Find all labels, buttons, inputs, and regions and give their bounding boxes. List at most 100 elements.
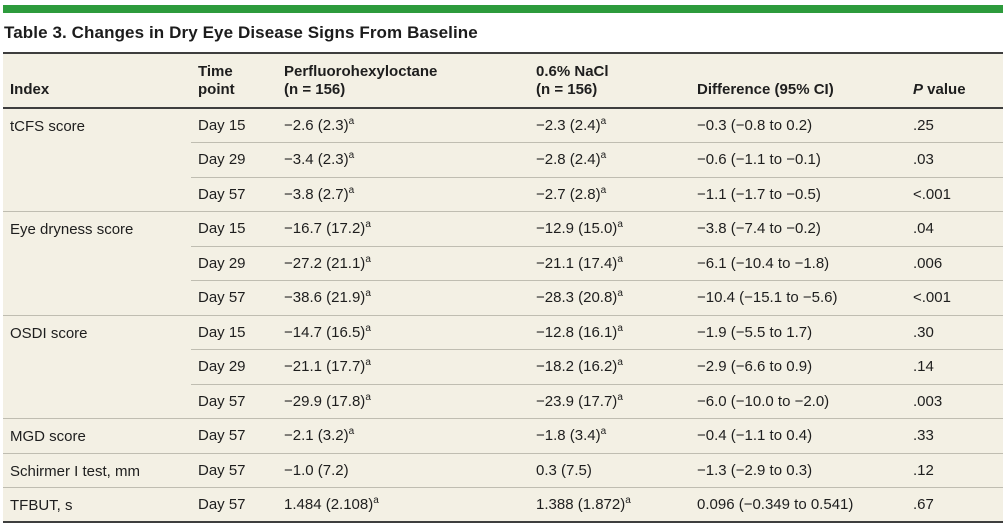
table-row: OSDI score Day 15 −14.7 (16.5)a −12.8 (16.1…	[3, 314, 1003, 419]
index-cell: tCFS score	[3, 107, 191, 212]
p-value-cell: .006	[906, 245, 1003, 281]
footnote-marker: a	[348, 116, 355, 127]
footnote-marker: a	[365, 288, 371, 300]
table-row: Eye dryness score Day 15 −16.7 (17.2)a −12.…	[3, 211, 1003, 315]
nacl-value-cell: 1.388 (1.872)a	[529, 487, 690, 522]
index-cell: TFBUT, s	[3, 487, 191, 522]
footnote-marker: a	[600, 150, 607, 162]
footnote-marker: a	[617, 391, 623, 403]
p-value-cell: .04	[906, 211, 1003, 246]
p-value-cell: .67	[906, 487, 1003, 522]
column-header-time-point: Time point	[191, 53, 277, 109]
time-point-cell: Day 29	[191, 349, 277, 384]
footnote-marker: a	[617, 357, 623, 369]
difference-cell: −0.4 (−1.1 to 0.4)	[690, 418, 906, 453]
difference-cell: −10.4 (−15.1 to −5.6)	[690, 280, 906, 315]
difference-cell: −1.3 (−2.9 to 0.3)	[690, 452, 906, 488]
nacl-value-cell: −2.7 (2.8)a	[529, 176, 690, 212]
nacl-value-cell: −18.2 (16.2)a	[529, 349, 690, 384]
p-value-cell: .12	[906, 452, 1003, 488]
footnote-marker: a	[600, 116, 607, 127]
p-value-cell: .33	[906, 418, 1003, 453]
p-value-cell: <.001	[906, 176, 1003, 212]
table-row: Day 29 −27.2 (21.1)a −21.1 (17.4)a −6.1 (−1…	[3, 245, 1003, 281]
nacl-value-cell: −23.9 (17.7)a	[529, 383, 690, 419]
time-point-cell: Day 15	[191, 211, 277, 246]
column-header-nacl: 0.6% NaCl (n = 156)	[529, 53, 690, 109]
time-point-cell: Day 15	[191, 314, 277, 350]
p-value-cell: <.001	[906, 280, 1003, 315]
table-body: tCFS score Day 15 −2.6 (2.3)a −2.3 (2.4)a −0…	[3, 107, 1003, 522]
difference-cell: −1.1 (−1.7 to −0.5)	[690, 176, 906, 212]
table-title: Table 3. Changes in Dry Eye Disease Sign…	[4, 23, 478, 42]
footnote-marker: a	[365, 391, 371, 403]
pfho-value-cell: −3.4 (2.3)a	[277, 142, 529, 177]
nacl-value-cell: −2.8 (2.4)a	[529, 142, 690, 177]
index-cell: OSDI score	[3, 314, 191, 419]
nacl-value-cell: −2.3 (2.4)a	[529, 107, 690, 143]
table-header: Index Time point Perfluorohexyloctane (n = 1…	[3, 53, 1003, 109]
time-point-cell: Day 29	[191, 142, 277, 177]
difference-cell: −0.6 (−1.1 to −0.1)	[690, 142, 906, 177]
footnote-marker: a	[600, 184, 607, 196]
p-value-cell: .25	[906, 107, 1003, 143]
footnote-marker: a	[348, 150, 355, 162]
index-cell: Schirmer I test, mm	[3, 452, 191, 488]
pfho-value-cell: −21.1 (17.7)a	[277, 349, 529, 384]
column-header-index: Index	[3, 53, 191, 109]
footnote-marker: a	[617, 288, 623, 300]
time-point-cell: Day 57	[191, 487, 277, 522]
difference-cell: −1.9 (−5.5 to 1.7)	[690, 314, 906, 350]
footnote-marker: a	[365, 253, 371, 265]
footnote-marker: a	[365, 357, 371, 369]
difference-cell: −2.9 (−6.6 to 0.9)	[690, 349, 906, 384]
time-point-cell: Day 29	[191, 245, 277, 281]
time-point-cell: Day 57	[191, 176, 277, 212]
accent-bar	[3, 5, 1003, 13]
table-row: Schirmer I test, mm Day 57 −1.0 (7.2) 0.3 (…	[3, 452, 1003, 488]
pfho-value-cell: −3.8 (2.7)a	[277, 176, 529, 212]
footnote-marker: a	[373, 495, 379, 506]
index-cell: Eye dryness score	[3, 211, 191, 315]
pfho-value-cell: −29.9 (17.8)a	[277, 383, 529, 419]
time-point-cell: Day 57	[191, 383, 277, 419]
nacl-value-cell: −12.8 (16.1)a	[529, 314, 690, 350]
table-row: Day 29 −21.1 (17.7)a −18.2 (16.2)a −2.9 (−6…	[3, 349, 1003, 384]
p-value-cell: .03	[906, 142, 1003, 177]
pfho-value-cell: −16.7 (17.2)a	[277, 211, 529, 246]
difference-cell: −0.3 (−0.8 to 0.2)	[690, 107, 906, 143]
p-value-cell: .003	[906, 383, 1003, 419]
time-point-cell: Day 15	[191, 107, 277, 143]
pfho-value-cell: −38.6 (21.9)a	[277, 280, 529, 315]
table-row: MGD score Day 57 −2.1 (3.2)a −1.8 (3.4)a −0.…	[3, 418, 1003, 453]
footnote-marker: a	[600, 426, 607, 438]
p-value-cell: .30	[906, 314, 1003, 350]
time-point-cell: Day 57	[191, 452, 277, 488]
header-row: Index Time point Perfluorohexyloctane (n = 1…	[3, 53, 1003, 109]
nacl-value-cell: −1.8 (3.4)a	[529, 418, 690, 453]
table-row: Day 29 −3.4 (2.3)a −2.8 (2.4)a −0.6 (−1.1 t…	[3, 142, 1003, 177]
footnote-marker: a	[348, 184, 355, 196]
index-cell: MGD score	[3, 418, 191, 453]
p-value-cell: .14	[906, 349, 1003, 384]
table-row: TFBUT, s Day 57 1.484 (2.108)a 1.388 (1.872…	[3, 487, 1003, 522]
footnote-marker: a	[617, 219, 623, 231]
table-row: Day 57 −3.8 (2.7)a −2.7 (2.8)a −1.1 (−1.7 t…	[3, 176, 1003, 212]
nacl-value-cell: −28.3 (20.8)a	[529, 280, 690, 315]
data-table: Index Time point Perfluorohexyloctane (n = 1…	[3, 52, 1003, 523]
difference-cell: −6.1 (−10.4 to −1.8)	[690, 245, 906, 281]
pfho-value-cell: −27.2 (21.1)a	[277, 245, 529, 281]
column-header-difference: Difference (95% CI)	[690, 53, 906, 109]
difference-cell: −3.8 (−7.4 to −0.2)	[690, 211, 906, 246]
nacl-value-cell: −12.9 (15.0)a	[529, 211, 690, 246]
nacl-value-cell: 0.3 (7.5)	[529, 452, 690, 488]
footnote-marker: a	[348, 426, 355, 438]
pfho-value-cell: 1.484 (2.108)a	[277, 487, 529, 522]
footnote-marker: a	[617, 253, 623, 265]
pfho-value-cell: −2.1 (3.2)a	[277, 418, 529, 453]
table-row: Day 57 −29.9 (17.8)a −23.9 (17.7)a −6.0 (−1…	[3, 383, 1003, 419]
table-row: tCFS score Day 15 −2.6 (2.3)a −2.3 (2.4)a −0…	[3, 107, 1003, 212]
nacl-value-cell: −21.1 (17.4)a	[529, 245, 690, 281]
pfho-value-cell: −14.7 (16.5)a	[277, 314, 529, 350]
